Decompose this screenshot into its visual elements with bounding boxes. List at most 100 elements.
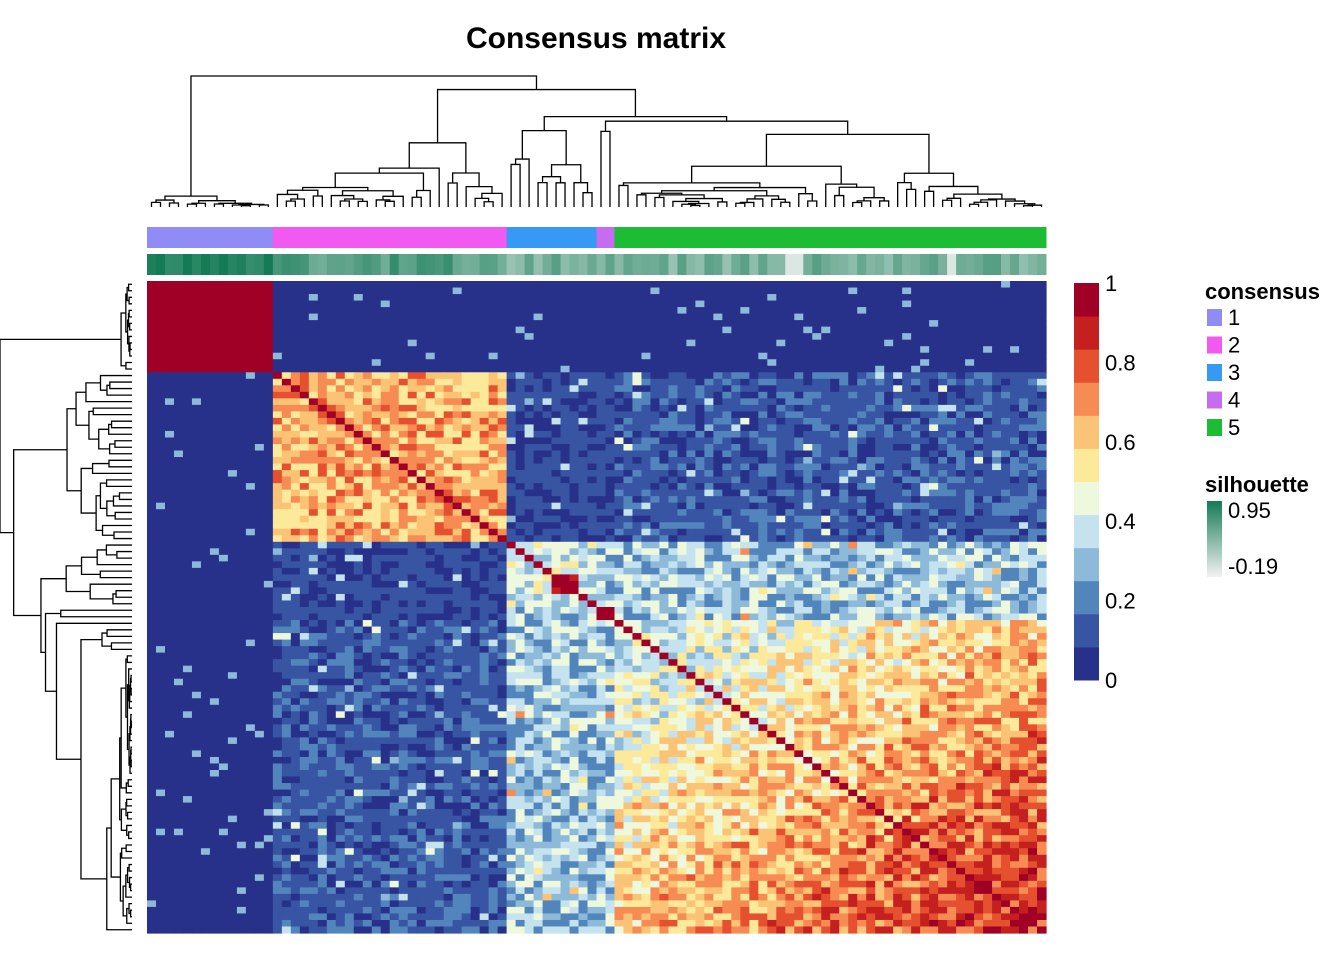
heatmap-cell — [830, 391, 840, 399]
heatmap-cell — [308, 300, 319, 308]
heatmap-cell — [506, 528, 517, 536]
heatmap-cell — [560, 535, 571, 543]
heatmap-cell — [569, 502, 580, 510]
heatmap-cell — [191, 450, 202, 458]
heatmap-cell — [749, 470, 759, 478]
heatmap-cell — [884, 574, 894, 582]
heatmap-cell — [452, 483, 463, 491]
heatmap-cell — [245, 326, 256, 334]
heatmap-cell — [659, 313, 670, 321]
heatmap-cell — [938, 580, 948, 589]
heatmap-cell — [722, 391, 732, 399]
dendrogram-branch — [941, 199, 953, 207]
heatmap-cell — [569, 430, 580, 439]
heatmap-cell — [290, 483, 301, 491]
dendrogram-branch — [13, 449, 68, 617]
heatmap-cell — [461, 444, 472, 452]
heatmap-cell — [821, 528, 831, 536]
heatmap-cell — [875, 300, 885, 308]
heatmap-cell — [1019, 307, 1029, 315]
heatmap-cell — [866, 502, 876, 510]
heatmap-cell — [884, 437, 894, 445]
heatmap-cell — [857, 574, 867, 582]
heatmap-cell — [578, 359, 589, 367]
heatmap-cell — [218, 574, 229, 582]
heatmap-cell — [164, 281, 175, 289]
heatmap-cell — [551, 326, 562, 334]
heatmap-cell — [758, 476, 768, 484]
heatmap-cell — [380, 528, 391, 536]
heatmap-cell — [650, 326, 661, 334]
heatmap-cell — [749, 411, 759, 419]
heatmap-cell — [992, 307, 1002, 315]
heatmap-cell — [614, 450, 625, 458]
heatmap-cell — [830, 580, 840, 589]
heatmap-cell — [290, 294, 301, 302]
heatmap-cell — [290, 281, 301, 289]
heatmap-cell — [443, 450, 454, 458]
heatmap-cell — [560, 509, 571, 517]
heatmap-cell — [911, 457, 921, 465]
silhouette-cell — [1019, 254, 1029, 275]
heatmap-cell — [227, 287, 238, 295]
heatmap-cell — [821, 411, 831, 419]
heatmap-cell — [803, 430, 813, 439]
heatmap-cell — [182, 496, 193, 504]
heatmap-cell — [839, 496, 849, 504]
heatmap-cell — [155, 580, 166, 589]
heatmap-cell — [308, 528, 319, 536]
heatmap-cell — [272, 346, 283, 354]
heatmap-cell — [299, 378, 310, 386]
heatmap-cell — [371, 489, 382, 497]
heatmap-cell — [713, 483, 723, 491]
silhouette-cell — [560, 254, 571, 275]
heatmap-cell — [155, 509, 166, 517]
heatmap-cell — [308, 404, 319, 412]
heatmap-cell — [929, 457, 939, 465]
heatmap-cell — [839, 300, 849, 308]
heatmap-cell — [470, 450, 481, 458]
heatmap-cell — [1010, 294, 1020, 302]
heatmap-cell — [344, 541, 355, 549]
heatmap-cell — [173, 385, 184, 393]
heatmap-cell — [920, 574, 930, 582]
heatmap-cell — [272, 502, 283, 510]
heatmap-cell — [182, 346, 193, 354]
heatmap-cell — [443, 287, 454, 295]
heatmap-cell — [596, 437, 607, 445]
dendrogram-branch — [573, 182, 589, 207]
heatmap-cell — [281, 281, 292, 289]
heatmap-cell — [875, 450, 885, 458]
heatmap-cell — [308, 352, 319, 360]
heatmap-cell — [956, 444, 966, 452]
dendrogram-branch — [60, 609, 132, 618]
heatmap-cell — [974, 476, 984, 484]
heatmap-cell — [497, 333, 508, 341]
heatmap-cell — [524, 378, 535, 386]
heatmap-cell — [659, 398, 670, 406]
heatmap-cell — [218, 281, 229, 289]
heatmap-cell — [758, 483, 768, 491]
heatmap-cell — [650, 300, 661, 308]
heatmap-cell — [263, 372, 274, 380]
heatmap-cell — [713, 509, 723, 517]
heatmap-cell — [479, 391, 490, 399]
dendrogram-branch — [114, 440, 132, 448]
heatmap-cell — [263, 398, 274, 406]
heatmap-cell — [461, 489, 472, 497]
heatmap-cell — [299, 476, 310, 484]
heatmap-cell — [569, 522, 580, 530]
heatmap-cell — [614, 404, 625, 412]
heatmap-cell — [839, 391, 849, 399]
heatmap-cell — [1037, 307, 1047, 315]
heatmap-cell — [596, 326, 607, 334]
heatmap-cell — [596, 313, 607, 321]
heatmap-cell — [308, 424, 319, 432]
heatmap-cell — [479, 483, 490, 491]
heatmap-cell — [587, 509, 598, 517]
heatmap-cell — [731, 313, 741, 321]
heatmap-cell — [866, 294, 876, 302]
heatmap-cell — [335, 457, 346, 465]
heatmap-cell — [1019, 522, 1029, 530]
heatmap-cell — [785, 346, 795, 354]
